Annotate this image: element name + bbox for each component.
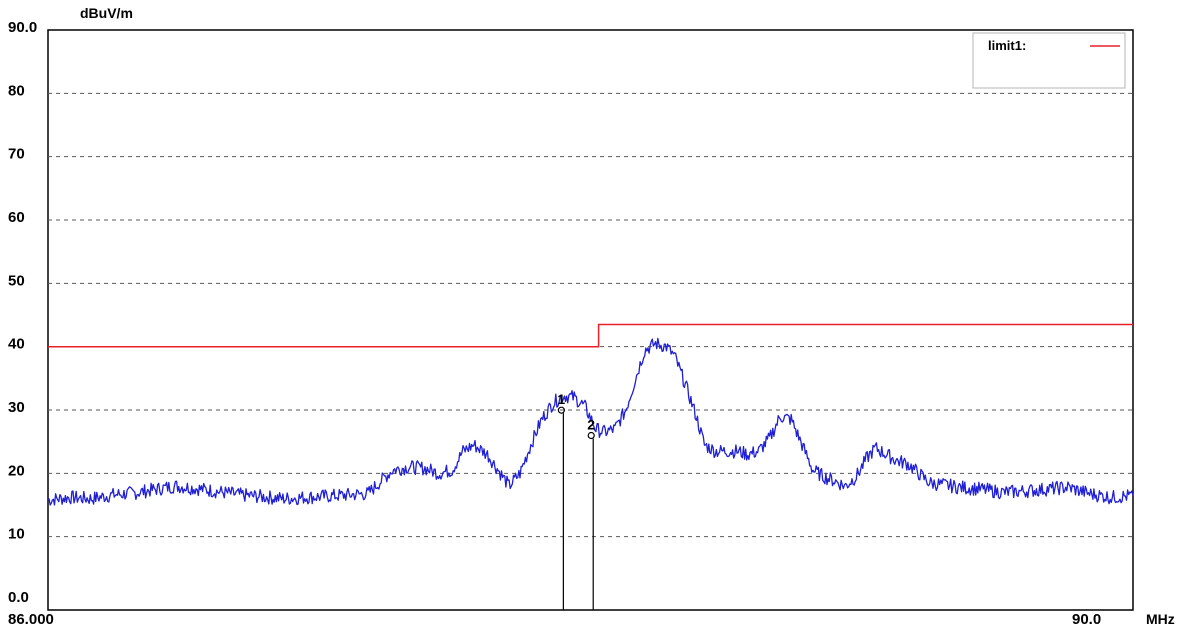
y-tick-label-0.0: 0.0 bbox=[8, 589, 29, 606]
measurement-trace bbox=[47, 337, 1134, 506]
marker-1-symbol bbox=[557, 406, 565, 414]
y-tick-label-70: 70 bbox=[8, 146, 25, 163]
y-tick-label-90.0: 90.0 bbox=[8, 19, 37, 36]
y-axis-unit-label: dBuV/m bbox=[80, 5, 133, 21]
legend: limit1: bbox=[972, 32, 1126, 89]
limit1-line bbox=[48, 323, 1133, 348]
legend-entry-limit1: limit1: bbox=[988, 38, 1026, 53]
y-tick-label-80: 80 bbox=[8, 82, 25, 99]
y-tick-label-30: 30 bbox=[8, 399, 25, 416]
x-tick-labels: 86.000 90.0 bbox=[8, 611, 1101, 628]
marker-1-label: 1 bbox=[557, 391, 565, 407]
y-tick-label-40: 40 bbox=[8, 336, 25, 353]
gridlines bbox=[48, 92, 1133, 538]
x-tick-label-86.000: 86.000 bbox=[8, 611, 54, 628]
y-tick-label-50: 50 bbox=[8, 272, 25, 289]
y-tick-labels: 0.0 10 20 30 40 50 60 70 80 90.0 bbox=[8, 19, 37, 606]
markers: 12 bbox=[557, 391, 595, 610]
legend-box bbox=[972, 32, 1126, 89]
marker-2-label: 2 bbox=[587, 417, 595, 433]
x-tick-label-90.0: 90.0 bbox=[1072, 611, 1101, 628]
x-axis-unit-label: MHz bbox=[1146, 611, 1175, 627]
plot-area bbox=[47, 29, 1134, 611]
y-tick-label-60: 60 bbox=[8, 209, 25, 226]
y-tick-label-20: 20 bbox=[8, 462, 25, 479]
marker-2-symbol bbox=[587, 431, 595, 440]
y-tick-label-10: 10 bbox=[8, 526, 25, 543]
